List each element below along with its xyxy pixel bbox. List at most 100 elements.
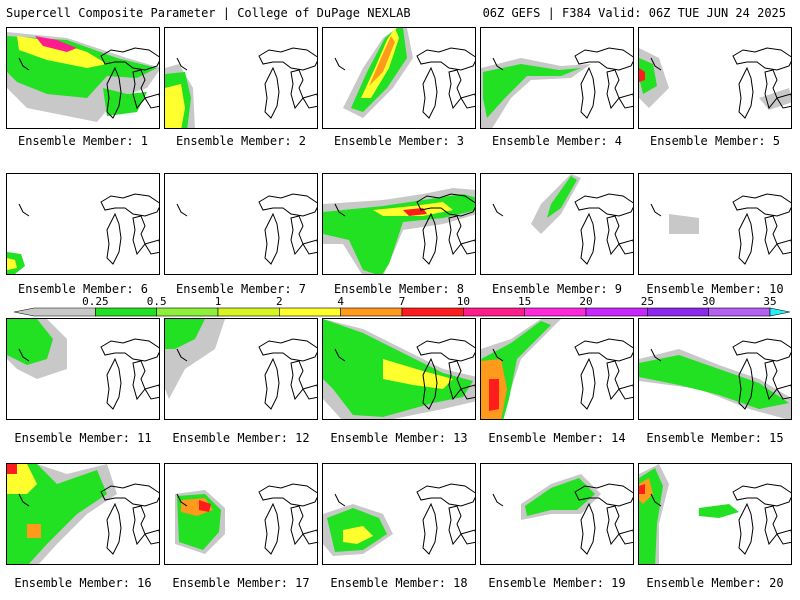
ensemble-member-12-map [164,318,318,420]
coastline-outline [650,203,662,217]
scp-contour-fill [165,84,185,128]
legend-color-swatch [14,307,96,317]
coastline-outline [650,57,662,71]
ensemble-member-label: Ensemble Member: 18 [330,576,468,590]
ensemble-member-label: Ensemble Member: 1 [17,134,149,148]
ensemble-member-label: Ensemble Member: 20 [646,576,784,590]
ensemble-member-label: Ensemble Member: 5 [649,134,781,148]
great-lakes-outline [574,47,633,119]
scp-contour-fill [639,478,653,504]
coastline-outline [18,348,30,362]
great-lakes-outline [258,193,317,265]
sigfigure-field [334,28,475,119]
color-scale-legend: 0.25 0.5 1 2 4 7 10 15 20 25 30 35 [14,296,790,317]
legend-tick-label: 25 [641,296,654,308]
ensemble-member-11-map [6,318,160,420]
ensemble-member-label: Ensemble Member: 4 [491,134,623,148]
ensemble-member-13-map [322,318,476,420]
ensemble-member-label: Ensemble Member: 16 [14,576,152,590]
scp-contour-fill [383,359,453,389]
sigfigure-field [481,47,633,128]
sigfigure-field [176,193,317,265]
coastline-outline [334,348,346,362]
coastline-outline [176,57,188,71]
ensemble-member-label: Ensemble Member: 9 [491,282,623,296]
legend-color-swatch [585,307,648,317]
sigfigure-field [481,319,633,419]
sigfigure-field [639,464,791,564]
scp-contour-fill [165,319,205,349]
legend-tick-label: 10 [457,296,470,308]
scp-contour-fill [759,88,791,110]
scp-contour-fill [7,464,17,474]
legend-color-swatch [708,307,771,317]
great-lakes-outline [574,483,633,555]
ensemble-member-10-map [638,173,792,275]
ensemble-member-label: Ensemble Member: 14 [488,431,626,445]
great-lakes-outline [574,338,633,410]
legend-tick-label: 7 [399,296,406,308]
sigfigure-field [323,319,475,419]
valid-time: 06Z GEFS | F384 Valid: 06Z TUE JUN 24 20… [482,6,786,20]
great-lakes-outline [100,47,159,119]
coastline-outline [176,203,188,217]
great-lakes-outline [732,483,791,555]
scp-contour-fill [7,258,17,270]
legend-tick-label: 4 [337,296,344,308]
ensemble-member-label: Ensemble Member: 7 [175,282,307,296]
scp-contour-fill [343,526,373,544]
legend-tick-label: 35 [763,296,776,308]
scp-contour-fill [35,36,77,52]
sigfigure-field [7,32,159,122]
scp-contour-fill [103,88,147,116]
coastline-outline [334,203,346,217]
scp-contour-fill [639,484,645,494]
scp-contour-fill [669,214,699,234]
legend-color-swatch [524,307,587,317]
ensemble-member-label: Ensemble Member: 11 [14,431,152,445]
sigfigure-field [7,464,159,564]
ensemble-member-20-map [638,463,792,565]
scp-contour-fill [699,504,739,518]
legend-tick-label: 0.5 [147,296,167,308]
coastline-outline [18,203,30,217]
ensemble-member-4-map [480,27,634,129]
sigfigure-field [492,174,633,265]
sigfigure-field [639,338,791,419]
ensemble-member-label: Ensemble Member: 15 [646,431,784,445]
sigfigure-field [492,474,633,555]
sigfigure-field [7,193,159,274]
great-lakes-outline [416,47,475,119]
scp-contour-fill [489,379,499,411]
coastline-outline [176,493,188,507]
scp-contour-fill [369,36,395,86]
sigfigure-field [165,319,317,410]
sigfigure-field [175,483,317,555]
ensemble-member-label: Ensemble Member: 10 [646,282,784,296]
great-lakes-outline [732,338,791,410]
scp-contour-fill [323,194,475,274]
legend-color-swatch [156,307,219,317]
coastline-outline [492,493,504,507]
coastline-outline [334,57,346,71]
scp-contour-fill [547,176,577,218]
scp-contour-fill [639,58,657,94]
great-lakes-outline [416,483,475,555]
coastline-outline [18,57,30,71]
legend-color-swatch [463,307,525,317]
great-lakes-outline [732,47,791,119]
legend-tick-label: 2 [276,296,283,308]
ensemble-member-label: Ensemble Member: 8 [333,282,465,296]
coastline-outline [492,203,504,217]
legend-tick-label: 30 [702,296,715,308]
ensemble-member-3-map [322,27,476,129]
legend-tick-label: 15 [518,296,531,308]
great-lakes-outline [574,193,633,265]
sigfigure-field [323,188,475,274]
ensemble-member-1-map [6,27,160,129]
ensemble-member-5-map [638,27,792,129]
coastline-outline [650,493,662,507]
ensemble-member-15-map [638,318,792,420]
scp-contour-fill [525,478,595,516]
ensemble-member-14-map [480,318,634,420]
